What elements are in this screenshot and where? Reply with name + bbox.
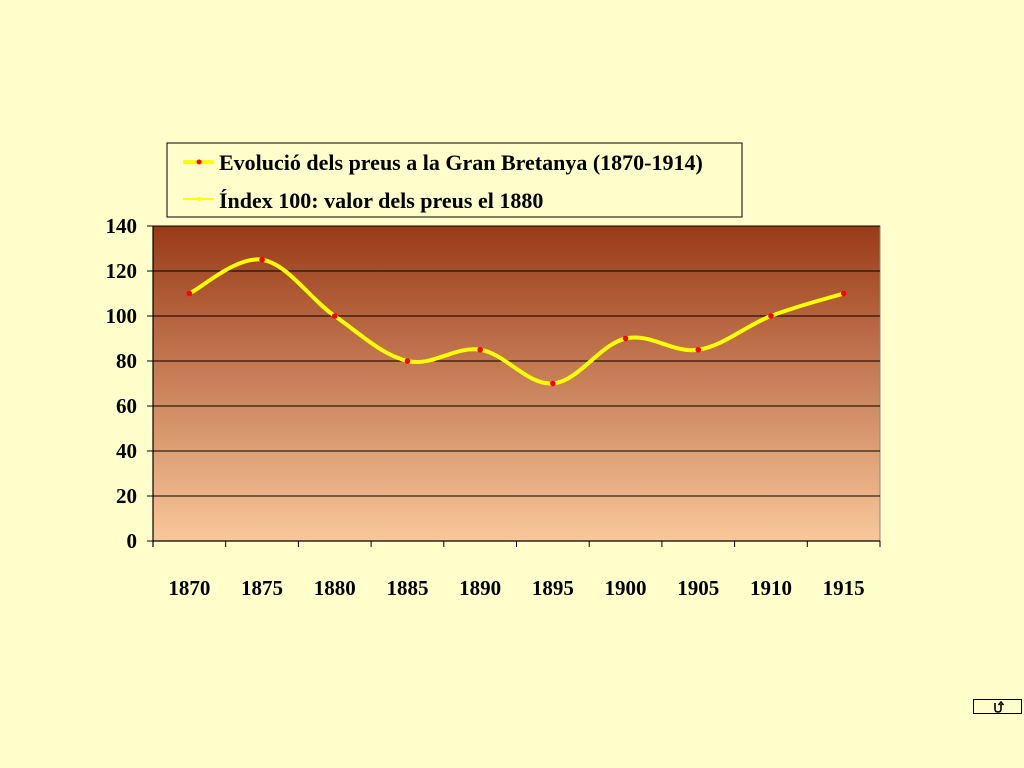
data-point-1870: [186, 290, 193, 297]
data-point-1910: [768, 313, 774, 319]
y-tick-label-60: 60: [116, 394, 137, 418]
x-tick-label-1900: 1900: [605, 576, 647, 600]
data-point-1900: [622, 335, 629, 342]
data-point-1915: [840, 290, 847, 297]
x-tick-label-1870: 1870: [168, 576, 210, 600]
x-tick-label-1885: 1885: [386, 576, 428, 600]
series-group: [186, 256, 847, 387]
y-tick-label-80: 80: [116, 349, 137, 373]
y-tick-label-40: 40: [116, 439, 137, 463]
axes: [147, 225, 881, 547]
y-tick-label-100: 100: [106, 304, 138, 328]
data-point-1895: [550, 380, 556, 387]
x-tick-label-1890: 1890: [459, 576, 501, 600]
x-tick-label-1905: 1905: [677, 576, 719, 600]
data-point-1875: [259, 256, 265, 263]
x-tick-label-1895: 1895: [532, 576, 574, 600]
series-line-0: [187, 257, 846, 386]
x-tick-label-1910: 1910: [750, 576, 792, 600]
data-point-1885: [404, 358, 411, 364]
x-tick-label-1880: 1880: [314, 576, 356, 600]
y-tick-label-20: 20: [116, 484, 137, 508]
x-tick-label-1915: 1915: [823, 576, 865, 600]
return-arrow-icon: [993, 700, 1004, 713]
data-point-1905: [695, 346, 702, 353]
y-tick-label-0: 0: [127, 529, 138, 553]
data-point-1880: [331, 313, 338, 319]
data-point-1890: [477, 346, 483, 353]
legend-box: [166, 142, 743, 218]
legend-entry-1: Evolució dels preus a la Gran Bretanya (…: [219, 150, 703, 175]
legend-entry-2: Índex 100: valor dels preus el 1880: [219, 188, 543, 213]
y-tick-label-120: 120: [106, 259, 138, 283]
return-button[interactable]: [973, 699, 1022, 714]
x-tick-label-1875: 1875: [241, 576, 283, 600]
y-tick-labels: 0 20 40 60 80 100 120 140: [106, 214, 138, 553]
y-tick-label-140: 140: [106, 214, 138, 238]
gridlines: [153, 225, 880, 497]
x-tick-labels: 1870 1875 1880 1885 1890 1895 1900 1905 1910 1915: [168, 576, 864, 600]
legend: Evolució dels preus a la Gran Bretanya (…: [166, 142, 743, 218]
legend-swatch-marker-2: [197, 197, 201, 201]
plot-area: [152, 225, 881, 542]
legend-swatch-marker-1: [196, 159, 202, 165]
